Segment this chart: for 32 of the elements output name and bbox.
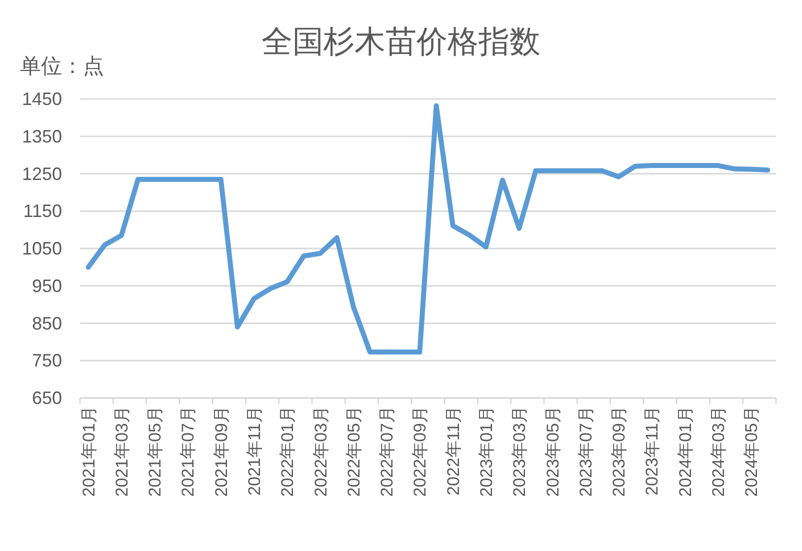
- y-tick-label: 1050: [22, 238, 62, 258]
- x-tick-label: 2021年09月: [212, 406, 231, 497]
- x-tick-label: 2023年11月: [642, 406, 662, 496]
- y-tick-label: 1150: [23, 201, 62, 222]
- y-tick-label: 1250: [22, 164, 62, 184]
- y-axis-title: 单位：点: [20, 55, 104, 78]
- x-tick-label: 2022年11月: [444, 406, 463, 496]
- x-tick-label: 2022年07月: [378, 406, 397, 497]
- x-tick-label: 2021年01月: [79, 406, 98, 497]
- x-tick-label: 2022年05月: [344, 406, 364, 497]
- x-tick-label: 2021年07月: [178, 406, 198, 497]
- chart-title: 全国杉木苗价格指数: [262, 24, 540, 59]
- y-tick-label: 1350: [22, 126, 62, 146]
- x-tick-label: 2022年01月: [278, 406, 298, 497]
- x-tick-label: 2023年05月: [543, 406, 562, 497]
- y-tick-label: 750: [32, 350, 62, 371]
- x-tick-label: 2021年03月: [112, 406, 132, 497]
- y-tick-label: 1450: [22, 89, 62, 109]
- x-tick-label: 2022年03月: [311, 406, 330, 497]
- y-tick-label: 650: [32, 388, 62, 408]
- x-tick-label: 2023年01月: [477, 406, 496, 497]
- x-tick-label: 2022年09月: [410, 406, 430, 497]
- y-tick-label: 950: [32, 276, 62, 296]
- x-tick-label: 2021年05月: [146, 406, 165, 497]
- x-tick-label: 2021年11月: [245, 406, 264, 496]
- x-tick-label: 2023年09月: [610, 406, 629, 497]
- y-tick-label: 850: [32, 313, 62, 334]
- x-tick-label: 2024年03月: [709, 406, 728, 497]
- x-tick-label: 2024年05月: [742, 406, 762, 497]
- x-tick-label: 2023年07月: [576, 406, 596, 497]
- x-tick-label: 2023年03月: [510, 406, 530, 497]
- x-tick-label: 2024年01月: [676, 406, 695, 497]
